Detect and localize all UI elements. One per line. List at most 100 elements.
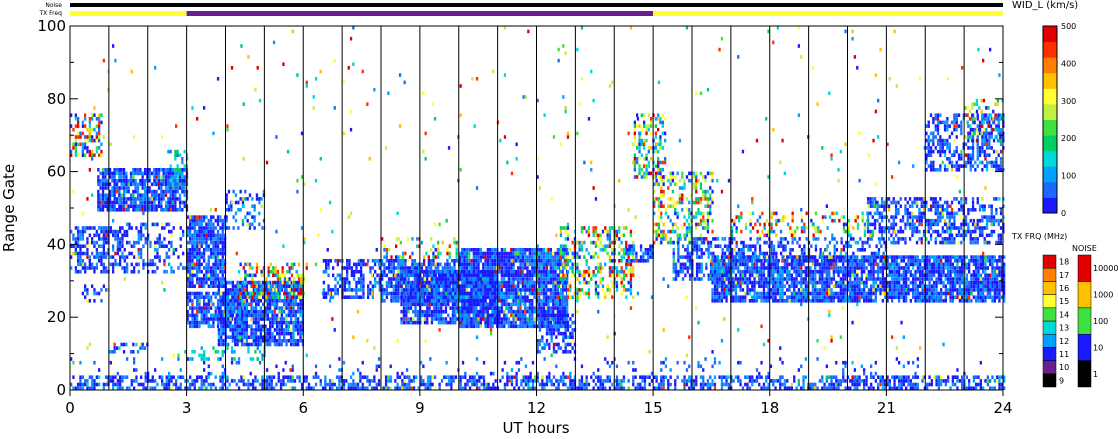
data-cell [937, 386, 940, 390]
data-cell [160, 178, 163, 183]
data-cell [133, 357, 136, 361]
data-cell [653, 375, 656, 379]
data-cell [312, 386, 315, 390]
data-cell [755, 368, 759, 372]
data-cell [283, 339, 286, 343]
data-cell [158, 259, 161, 263]
data-cell [258, 295, 261, 299]
data-cell [907, 375, 910, 379]
data-cell [186, 313, 189, 318]
data-cell [102, 226, 105, 230]
data-cell [112, 255, 115, 259]
data-cell [191, 299, 194, 303]
data-cell [413, 262, 416, 267]
data-cell [77, 117, 80, 121]
data-cell [505, 280, 508, 285]
data-cell [454, 320, 457, 325]
data-cell [137, 237, 140, 241]
data-cell [248, 295, 251, 299]
data-cell [646, 375, 649, 379]
data-cell [928, 375, 931, 379]
data-cell [746, 382, 749, 387]
data-cell [526, 320, 529, 325]
data-cell [355, 291, 358, 296]
data-cell [538, 273, 541, 278]
data-cell [526, 248, 529, 252]
data-cell [459, 382, 462, 387]
data-cell [998, 386, 1001, 390]
data-cell [493, 317, 496, 321]
data-cell [426, 302, 429, 307]
data-cell [229, 328, 232, 332]
data-cell [127, 208, 130, 212]
data-cell [120, 200, 123, 205]
data-cell [248, 335, 251, 339]
data-cell [212, 262, 215, 267]
data-cell [84, 229, 87, 234]
data-cell [454, 269, 457, 274]
data-cell [221, 255, 224, 259]
data-cell [88, 153, 91, 157]
data-cell [514, 269, 517, 274]
data-cell [186, 280, 189, 285]
data-cell [170, 244, 173, 248]
data-cell [241, 302, 244, 307]
data-cell [760, 386, 763, 390]
data-cell [464, 386, 467, 390]
data-cell [300, 273, 303, 278]
data-cell [222, 331, 225, 336]
data-cell [926, 382, 929, 387]
data-cell [493, 266, 496, 270]
data-cell [493, 299, 496, 303]
data-cell [486, 251, 489, 256]
data-cell [207, 237, 210, 241]
data-cell [465, 284, 468, 288]
data-cell [260, 284, 263, 288]
data-cell [285, 339, 288, 343]
data-cell [252, 317, 255, 321]
data-cell [772, 382, 775, 387]
data-cell [397, 280, 400, 285]
data-cell [399, 266, 402, 270]
data-cell [699, 375, 703, 379]
data-cell [503, 273, 506, 278]
data-cell [517, 269, 520, 274]
data-cell [1003, 386, 1006, 390]
data-cell [331, 386, 334, 390]
data-cell [203, 357, 206, 361]
data-cell [212, 248, 215, 252]
data-cell [426, 306, 429, 310]
data-cell [477, 266, 480, 270]
data-cell [533, 309, 536, 314]
data-cell [270, 375, 273, 379]
data-cell [219, 280, 222, 285]
data-cell [429, 386, 432, 390]
data-cell [167, 182, 170, 187]
data-cell [256, 357, 259, 361]
data-cell [171, 193, 175, 197]
data-cell [533, 324, 536, 329]
data-cell [355, 284, 358, 288]
data-cell [101, 193, 105, 197]
data-cell [285, 302, 288, 307]
data-cell [461, 375, 465, 379]
data-cell [453, 259, 456, 263]
data-cell [220, 291, 223, 296]
data-cell [150, 204, 154, 208]
data-cell [293, 379, 297, 383]
data-cell [965, 386, 968, 390]
data-cell [486, 280, 489, 285]
data-cell [95, 375, 98, 379]
data-cell [477, 259, 480, 263]
data-cell [493, 313, 496, 318]
data-cell [713, 357, 717, 361]
data-cell [169, 200, 172, 205]
data-cell [116, 248, 119, 252]
data-cell [916, 357, 919, 361]
data-cell [255, 280, 258, 285]
data-cell [118, 208, 121, 212]
data-cell [842, 360, 845, 365]
data-cell [227, 309, 230, 314]
data-cell [214, 306, 217, 310]
data-cell [174, 182, 177, 187]
